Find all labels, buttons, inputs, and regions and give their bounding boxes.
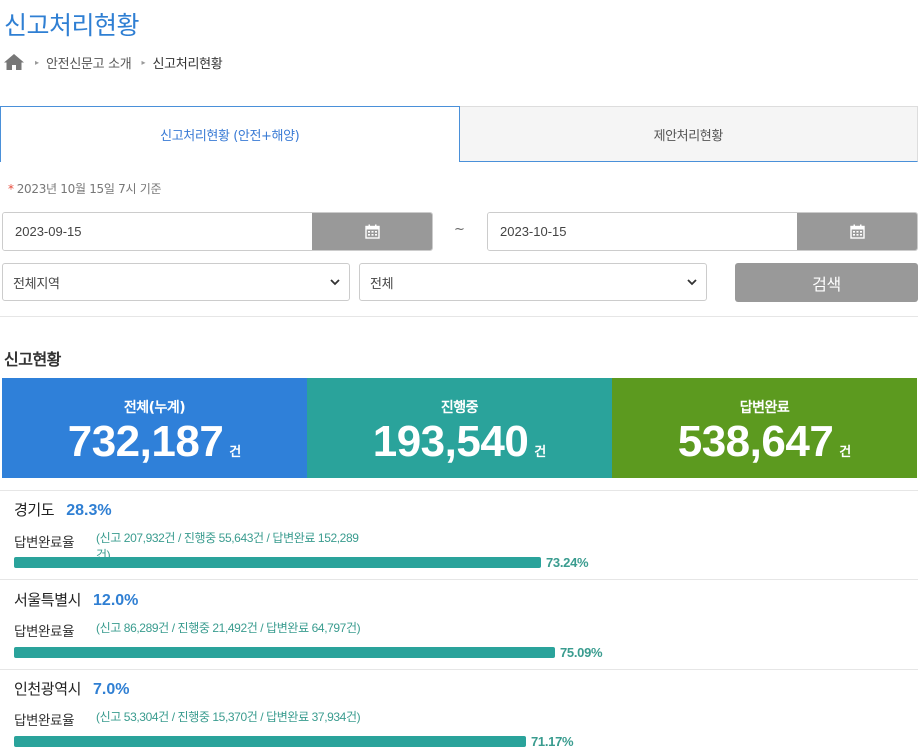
region-share: 28.3% <box>66 502 112 519</box>
end-date-group <box>487 212 918 251</box>
start-date-calendar-button[interactable] <box>312 213 432 250</box>
divider <box>0 490 918 491</box>
start-date-group <box>2 212 433 251</box>
rate-bar <box>14 647 555 658</box>
stat-completed-label: 답변완료 <box>739 400 790 416</box>
tab-report-status[interactable]: 신고처리현황 (안전+해양) <box>0 106 460 162</box>
divider <box>0 579 918 580</box>
calendar-icon <box>849 224 865 239</box>
rate-label: 답변완료율 <box>14 713 75 729</box>
divider <box>0 669 918 670</box>
region-item: 경기도 28.3% 답변완료율 (신고 207,932건 / 진행중 55,64… <box>0 499 918 579</box>
breadcrumb-item-current[interactable]: 신고처리현황 <box>152 56 223 72</box>
breadcrumb: ▸ 안전신문고 소개 ▸ 신고처리현황 <box>3 52 223 72</box>
breadcrumb-separator: ▸ <box>35 57 40 67</box>
home-icon[interactable] <box>3 53 25 71</box>
breadcrumb-separator: ▸ <box>141 57 146 67</box>
calendar-icon <box>364 224 380 239</box>
stat-in-progress-value: 193,540 <box>372 417 529 466</box>
stat-total-label: 전체(누계) <box>123 400 186 416</box>
page-title: 신고처리현황 <box>4 11 140 40</box>
stat-unit: 건 <box>839 445 852 460</box>
tab-proposal-status[interactable]: 제안처리현황 <box>459 106 918 162</box>
tab-bar: 신고처리현황 (안전+해양) 제안처리현황 <box>0 106 918 162</box>
region-select[interactable]: 전체지역 <box>2 263 350 301</box>
divider <box>0 316 918 317</box>
rate-percent: 73.24% <box>546 555 589 570</box>
required-star: * <box>8 182 14 196</box>
rate-detail: (신고 53,304건 / 진행중 15,370건 / 답변완료 37,934건… <box>96 710 361 724</box>
rate-label: 답변완료율 <box>14 624 75 640</box>
stat-in-progress: 진행중 193,540 건 <box>307 378 612 478</box>
end-date-input[interactable] <box>488 213 797 250</box>
section-title: 신고현황 <box>4 350 61 369</box>
region-name: 경기도 <box>14 501 55 519</box>
stat-unit: 건 <box>534 445 547 460</box>
breadcrumb-item-intro[interactable]: 안전신문고 소개 <box>46 56 132 72</box>
base-time-note: * 2023년 10월 15일 7시 기준 <box>8 180 162 197</box>
chevron-down-icon <box>330 279 340 286</box>
region-select-value: 전체지역 <box>13 276 60 292</box>
stat-completed-value: 538,647 <box>677 417 834 466</box>
rate-percent: 75.09% <box>560 645 603 660</box>
region-share: 12.0% <box>93 592 139 609</box>
search-button[interactable]: 검색 <box>735 263 918 302</box>
stat-total: 전체(누계) 732,187 건 <box>2 378 307 478</box>
region-item: 서울특별시 12.0% 답변완료율 (신고 86,289건 / 진행중 21,4… <box>0 589 918 669</box>
rate-detail: (신고 86,289건 / 진행중 21,492건 / 답변완료 64,797건… <box>96 621 361 635</box>
stat-completed: 답변완료 538,647 건 <box>612 378 917 478</box>
region-item: 인천광역시 7.0% 답변완료율 (신고 53,304건 / 진행중 15,37… <box>0 678 918 754</box>
rate-bar <box>14 736 526 747</box>
type-select-value: 전체 <box>370 276 394 292</box>
type-select[interactable]: 전체 <box>359 263 707 301</box>
rate-percent: 71.17% <box>531 734 574 749</box>
region-name: 인천광역시 <box>14 680 82 698</box>
stats-summary: 전체(누계) 732,187 건 진행중 193,540 건 답변완료 538,… <box>2 378 917 478</box>
date-range-separator: ~ <box>454 222 465 237</box>
stat-unit: 건 <box>229 445 242 460</box>
start-date-input[interactable] <box>3 213 312 250</box>
chevron-down-icon <box>687 279 697 286</box>
stat-in-progress-label: 진행중 <box>440 400 479 416</box>
region-share: 7.0% <box>93 681 130 698</box>
stat-total-value: 732,187 <box>67 417 224 466</box>
end-date-calendar-button[interactable] <box>797 213 917 250</box>
region-name: 서울특별시 <box>14 591 82 609</box>
rate-bar <box>14 557 541 568</box>
rate-label: 답변완료율 <box>14 535 75 551</box>
base-time-text: 2023년 10월 15일 7시 기준 <box>16 182 162 196</box>
